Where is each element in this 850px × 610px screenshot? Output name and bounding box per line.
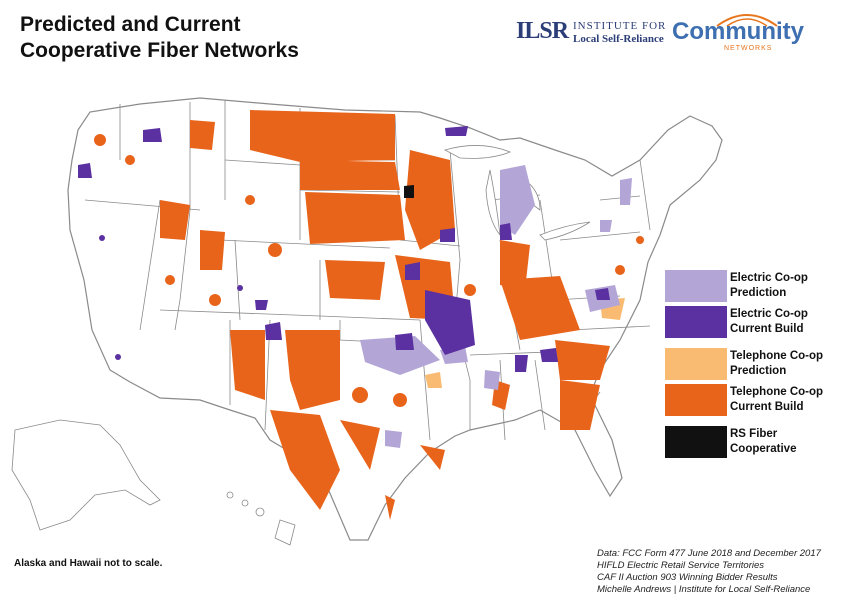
- legend-swatch: [665, 270, 727, 302]
- source-line: Michelle Andrews | Institute for Local S…: [597, 584, 811, 595]
- legend-item-electric-prediction: Electric Co-op Prediction: [665, 270, 840, 306]
- ilsr-logo-line-1: INSTITUTE FOR: [573, 20, 667, 32]
- community-networks-wordmark: Community: [672, 18, 804, 45]
- community-networks-logo: Community NETWORKS: [672, 10, 812, 52]
- legend-item-telephone-current: Telephone Co-op Current Build: [665, 384, 840, 420]
- legend-swatch: [665, 384, 727, 416]
- ilsr-logo-text: INSTITUTE FOR Local Self-Reliance: [573, 20, 683, 46]
- legend-swatch: [665, 306, 727, 338]
- signal-arc-icon: [716, 14, 778, 27]
- legend-item-electric-current: Electric Co-op Current Build: [665, 306, 840, 342]
- title-line-2: Cooperative Fiber Networks: [20, 39, 299, 62]
- source-line: Data: FCC Form 477 June 2018 and Decembe…: [597, 548, 821, 559]
- scale-note: Alaska and Hawaii not to scale.: [14, 558, 163, 569]
- source-line: HIFLD Electric Retail Service Territorie…: [597, 560, 764, 571]
- community-networks-subtitle: NETWORKS: [724, 45, 773, 52]
- legend-label: Electric Co-op Current Build: [727, 307, 840, 337]
- alaska-inset: [11, 419, 161, 531]
- legend-label: RS Fiber Cooperative: [727, 427, 840, 457]
- source-line: CAF II Auction 903 Winning Bidder Result…: [597, 572, 778, 583]
- legend-swatch: [665, 426, 727, 458]
- legend-item-rs-fiber: RS Fiber Cooperative: [665, 426, 840, 462]
- title-line-1: Predicted and Current: [20, 13, 241, 36]
- legend-swatch: [665, 348, 727, 380]
- legend-item-telephone-prediction: Telephone Co-op Prediction: [665, 348, 840, 384]
- legend-label: Telephone Co-op Current Build: [727, 385, 840, 415]
- map-title: Predicted and Current Cooperative Fiber …: [20, 12, 299, 64]
- legend-label: Electric Co-op Prediction: [727, 271, 840, 301]
- us-map: [11, 97, 723, 546]
- telephone-current-build: [94, 110, 644, 520]
- legend-label: Telephone Co-op Prediction: [727, 349, 840, 379]
- hawaii-inset: [226, 491, 296, 546]
- electric-prediction: [360, 165, 632, 448]
- map-legend: Electric Co-op Prediction Electric Co-op…: [665, 270, 840, 462]
- rs-fiber-cooperative: [404, 185, 414, 198]
- electric-current-build: [78, 126, 610, 372]
- ilsr-logo-mark: ILSR: [516, 18, 569, 44]
- ilsr-logo-line-2: Local Self-Reliance: [573, 33, 664, 45]
- data-sources: Data: FCC Form 477 June 2018 and Decembe…: [597, 548, 821, 596]
